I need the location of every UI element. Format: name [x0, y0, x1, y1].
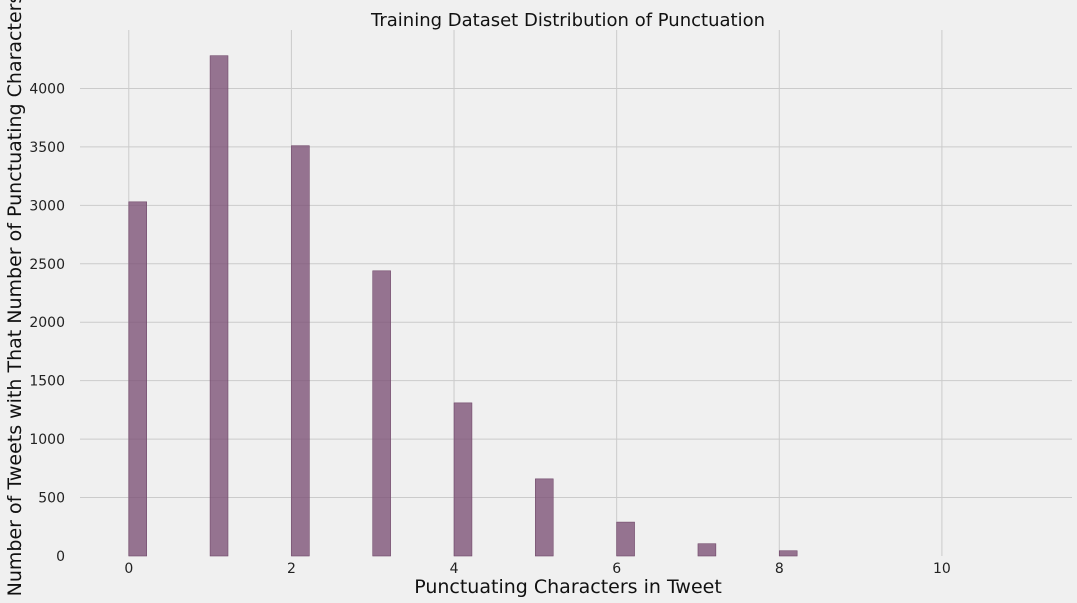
y-tick-label: 4000 [29, 81, 65, 97]
x-tick-label: 8 [775, 561, 784, 577]
horizontal-gridlines [80, 87, 1072, 499]
histogram-bar [697, 543, 717, 557]
y-axis-label: Number of Tweets with That Number of Pun… [4, 0, 26, 596]
y-tick-label: 0 [56, 549, 65, 565]
x-axis-tick-labels: 0 2 4 6 8 10 [124, 561, 950, 577]
histogram-bar [209, 55, 229, 557]
x-tick-label: 10 [933, 561, 951, 577]
histogram-bar [372, 270, 391, 557]
y-tick-label: 500 [38, 491, 65, 507]
histogram-bar [778, 550, 798, 557]
histogram-bars [128, 55, 798, 557]
y-tick-label: 2500 [29, 257, 65, 273]
x-tick-label: 6 [612, 561, 621, 577]
x-axis-label: Punctuating Characters in Tweet [414, 576, 722, 598]
y-tick-label: 3500 [29, 140, 65, 156]
x-tick-label: 4 [450, 561, 459, 577]
y-tick-label: 3000 [29, 198, 65, 214]
y-tick-label: 1000 [29, 432, 65, 448]
histogram-bar [453, 402, 473, 557]
y-tick-label: 1500 [29, 374, 65, 390]
histogram-bar [616, 521, 635, 557]
chart-title: Training Dataset Distribution of Punctua… [370, 10, 765, 31]
y-axis-tick-labels: 0 500 1000 1500 2000 2500 3000 3500 4000 [29, 81, 65, 565]
histogram-bar [291, 145, 310, 557]
histogram-bar [535, 478, 554, 557]
histogram-bar [128, 201, 147, 557]
x-tick-label: 0 [124, 561, 133, 577]
x-tick-label: 2 [287, 561, 296, 577]
y-tick-label: 2000 [29, 315, 65, 331]
